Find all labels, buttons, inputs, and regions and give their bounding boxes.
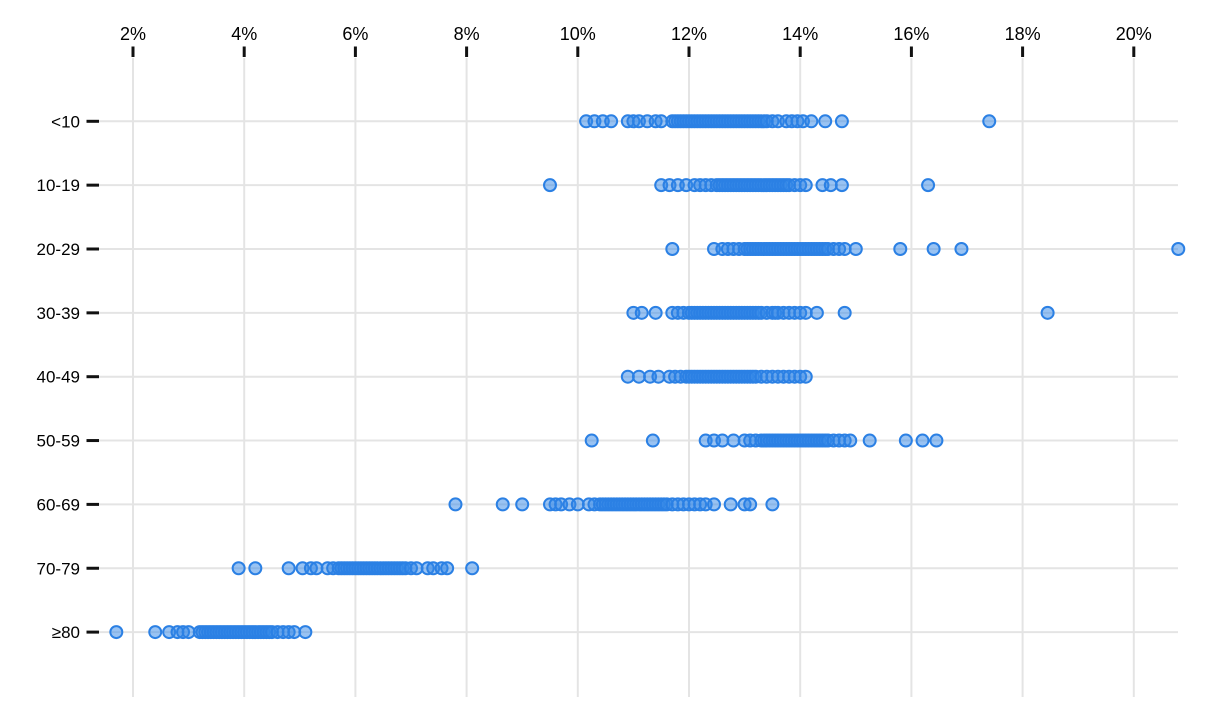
data-point	[765, 497, 780, 512]
y-axis-label: 60-69	[37, 495, 80, 514]
data-point	[915, 433, 930, 448]
data-point	[634, 305, 649, 320]
data-point	[723, 497, 738, 512]
x-tick-label: 14%	[782, 24, 818, 44]
y-axis-label: ≥80	[52, 623, 80, 642]
x-tick-label: 4%	[231, 24, 257, 44]
data-point	[798, 178, 813, 193]
y-axis-label: 40-49	[37, 368, 80, 387]
data-point	[834, 178, 849, 193]
data-point	[818, 114, 833, 129]
x-tick-label: 20%	[1116, 24, 1152, 44]
y-axis-label: 70-79	[37, 559, 80, 578]
data-point	[804, 114, 819, 129]
x-tick-label: 18%	[1005, 24, 1041, 44]
data-point	[448, 497, 463, 512]
data-point	[515, 497, 530, 512]
data-point	[645, 433, 660, 448]
data-point	[231, 561, 246, 576]
data-point	[862, 433, 877, 448]
data-point	[837, 305, 852, 320]
y-axis-label: 10-19	[37, 176, 80, 195]
data-point	[798, 369, 813, 384]
y-axis-label: 30-39	[37, 304, 80, 323]
y-axis-label: 20-29	[37, 240, 80, 259]
data-point	[743, 497, 758, 512]
data-point	[1171, 242, 1186, 256]
x-tick-label: 16%	[893, 24, 929, 44]
data-points-layer	[109, 114, 1186, 640]
data-point	[982, 114, 997, 129]
data-point	[929, 433, 944, 448]
x-tick-label: 10%	[560, 24, 596, 44]
data-point	[665, 242, 680, 256]
data-point	[495, 497, 510, 512]
data-point	[648, 305, 663, 320]
data-point	[281, 561, 296, 576]
x-axis: 2% 4% 6% 8% 10% 12% 14% 16% 18% 20%	[120, 24, 1152, 57]
y-axis: <10 10-19 20-29 30-39 40-49 50-59 60-69 70-79 ≥8…	[37, 112, 99, 642]
data-point	[921, 178, 936, 193]
data-point	[898, 433, 913, 448]
data-point	[1040, 305, 1055, 320]
x-tick-label: 2%	[120, 24, 146, 44]
x-tick-label: 12%	[671, 24, 707, 44]
data-point	[584, 433, 599, 448]
data-point	[604, 114, 619, 129]
data-point	[834, 114, 849, 129]
data-point	[109, 625, 124, 640]
data-point	[465, 561, 480, 576]
data-point	[843, 433, 858, 448]
data-point	[809, 305, 824, 320]
data-point	[954, 242, 969, 256]
data-point	[148, 625, 163, 640]
data-point	[848, 242, 863, 256]
data-point	[893, 242, 908, 256]
data-point	[543, 178, 557, 193]
data-point	[298, 625, 313, 640]
data-point	[707, 497, 722, 512]
data-point	[248, 561, 263, 576]
x-tick-label: 6%	[342, 24, 368, 44]
x-tick-label: 8%	[454, 24, 480, 44]
data-point	[926, 242, 941, 256]
y-axis-label: 50-59	[37, 432, 80, 451]
y-axis-label: <10	[51, 112, 80, 131]
data-point	[440, 561, 455, 576]
